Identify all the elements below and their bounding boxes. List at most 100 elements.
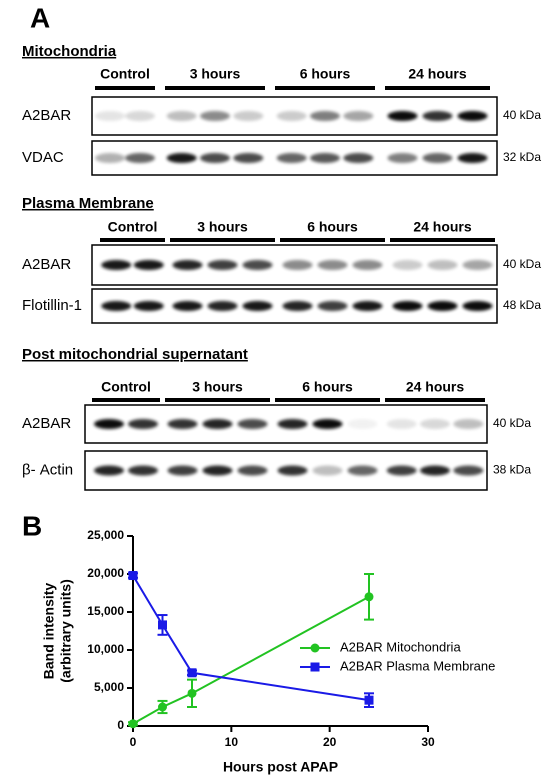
band: [237, 419, 268, 429]
band: [282, 301, 313, 311]
band: [128, 419, 158, 429]
band: [276, 153, 307, 163]
legend-marker: [310, 662, 320, 672]
band: [343, 111, 374, 121]
y-axis-label: Band intensity: [41, 583, 57, 680]
band: [133, 260, 164, 270]
row-label: Flotillin-1: [22, 297, 82, 314]
band: [94, 419, 124, 429]
x-tick-label: 0: [130, 735, 137, 749]
x-axis-label: Hours post APAP: [223, 759, 338, 775]
group-label: 3 hours: [197, 219, 248, 235]
band: [453, 419, 484, 429]
x-tick-label: 10: [225, 735, 239, 749]
band: [312, 465, 343, 476]
band: [387, 111, 418, 121]
kda-label: 48 kDa: [503, 298, 541, 312]
group-label: 24 hours: [413, 219, 472, 235]
x-tick-label: 30: [421, 735, 435, 749]
group-bar: [275, 86, 375, 90]
band: [202, 419, 233, 429]
band: [422, 111, 453, 121]
marker: [187, 668, 197, 678]
band: [276, 111, 307, 121]
band: [101, 301, 132, 311]
kda-label: 40 kDa: [503, 257, 541, 271]
band: [277, 465, 308, 476]
group-label: 3 hours: [190, 66, 241, 82]
marker: [158, 702, 167, 712]
band: [347, 465, 378, 476]
band: [172, 260, 203, 270]
band: [133, 301, 164, 311]
band: [172, 301, 203, 311]
band: [453, 465, 484, 476]
band: [343, 153, 374, 163]
kda-label: 38 kDa: [493, 463, 531, 477]
band: [237, 465, 268, 476]
band: [125, 153, 155, 163]
band: [386, 465, 417, 476]
band: [310, 153, 340, 163]
legend-marker: [310, 643, 320, 653]
marker: [364, 592, 374, 602]
band: [392, 260, 423, 270]
band: [317, 260, 348, 270]
band: [128, 465, 158, 476]
group-bar: [165, 398, 270, 402]
marker: [158, 620, 167, 630]
band: [427, 301, 458, 311]
band: [202, 465, 233, 476]
band: [200, 153, 230, 163]
y-tick-label: 10,000: [87, 642, 124, 656]
marker: [128, 719, 138, 729]
kda-label: 32 kDa: [503, 150, 541, 164]
group-label: Control: [100, 66, 150, 82]
y-tick-label: 20,000: [87, 566, 124, 580]
group-bar: [385, 86, 490, 90]
legend-label: A2BAR Mitochondria: [340, 639, 461, 654]
band: [282, 260, 313, 270]
row-label: β- Actin: [22, 461, 73, 478]
panel-label: A: [30, 2, 50, 33]
group-bar: [385, 398, 485, 402]
group-bar: [170, 238, 275, 242]
band: [462, 301, 493, 311]
y-tick-label: 15,000: [87, 604, 124, 618]
group-label: 24 hours: [406, 379, 465, 395]
group-label: 6 hours: [300, 66, 351, 82]
legend-label: A2BAR Plasma Membrane: [340, 658, 495, 673]
group-label: Control: [108, 219, 158, 235]
group-bar: [100, 238, 165, 242]
band: [200, 111, 230, 121]
band: [95, 153, 125, 163]
section-title: Post mitochondrial supernatant: [22, 346, 248, 363]
band: [420, 419, 450, 429]
group-bar: [280, 238, 385, 242]
band: [277, 419, 308, 429]
group-label: 6 hours: [307, 219, 358, 235]
line: [132, 575, 370, 702]
band: [457, 153, 488, 163]
band: [167, 465, 198, 476]
band: [94, 465, 124, 476]
band: [462, 260, 493, 270]
y-axis-label: (arbitrary units): [58, 579, 74, 682]
band: [457, 111, 488, 121]
kda-label: 40 kDa: [493, 416, 531, 430]
section-title: Mitochondria: [22, 43, 117, 60]
section-title: Plasma Membrane: [22, 195, 154, 212]
group-label: 3 hours: [192, 379, 243, 395]
group-label: 6 hours: [302, 379, 353, 395]
band: [347, 419, 378, 429]
panel-label: B: [22, 510, 42, 541]
group-bar: [95, 86, 155, 90]
kda-label: 40 kDa: [503, 108, 541, 122]
group-bar: [92, 398, 160, 402]
band: [207, 260, 238, 270]
marker: [128, 571, 138, 581]
marker: [187, 688, 197, 698]
group-label: Control: [101, 379, 151, 395]
group-bar: [390, 238, 495, 242]
